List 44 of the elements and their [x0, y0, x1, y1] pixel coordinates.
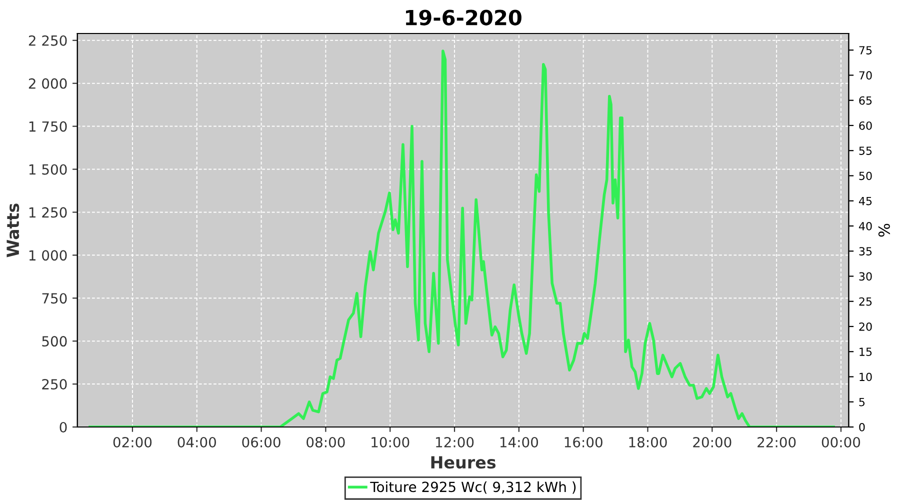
y-tick-label: 500 — [42, 336, 67, 347]
y2-tick-label: 35 — [859, 247, 872, 256]
y2-tick-label: 5 — [859, 398, 865, 406]
y2-tick-label: 75 — [859, 46, 872, 54]
y-axis-title: Watts — [6, 204, 20, 258]
y-tick-label: 250 — [42, 379, 67, 390]
y2-tick-label: 0 — [859, 422, 865, 432]
y-tick-label: 1 500 — [29, 164, 67, 175]
y2-tick-label: 40 — [858, 222, 872, 230]
y2-tick-label: 50 — [859, 172, 872, 180]
y2-tick-label: 30 — [859, 272, 872, 281]
y2-tick-label: 70 — [859, 71, 872, 80]
y2-tick-label: 45 — [858, 196, 872, 206]
y-tick-label: 2 000 — [28, 78, 67, 89]
x-tick-label: 16:00 — [564, 436, 602, 448]
x-tick-label: 06:00 — [242, 436, 280, 448]
x-tick-label: 22:00 — [758, 436, 796, 448]
y2-tick-label: 55 — [859, 146, 872, 155]
x-tick-label: 04:00 — [178, 436, 216, 448]
y2-tick-label: 60 — [859, 121, 872, 130]
y-tick-label: 1 750 — [29, 121, 67, 132]
x-tick-label: 02:00 — [113, 436, 152, 448]
line-series — [88, 50, 835, 427]
x-tick-label: 08:00 — [306, 436, 345, 448]
x-axis-title: Heures — [431, 456, 496, 469]
y-tick-label: 1 000 — [29, 250, 67, 261]
y2-tick-label: 15 — [860, 348, 872, 356]
y2-tick-label: 10 — [860, 372, 872, 382]
y2-axis-title: % — [878, 224, 890, 237]
x-tick-label: 10:00 — [372, 436, 410, 448]
x-tick-label: 18:00 — [629, 436, 667, 448]
chart-title: 19-6-2020 — [406, 10, 522, 26]
y-tick-label: 750 — [42, 293, 67, 304]
y2-tick-label: 25 — [859, 297, 872, 306]
x-tick-label: 00:00 — [822, 436, 860, 448]
y2-tick-label: 20 — [859, 322, 872, 331]
legend-label: Toiture 2925 Wc( 9,312 kWh ) — [370, 481, 576, 494]
x-tick-label: 12:00 — [436, 436, 474, 448]
y-tick-label: 2 250 — [28, 35, 67, 46]
x-tick-label: 14:00 — [500, 436, 538, 448]
y2-tick-label: 65 — [859, 96, 872, 105]
y-tick-label: 0 — [60, 422, 67, 432]
y-tick-label: 1 250 — [29, 207, 67, 218]
x-tick-label: 20:00 — [693, 436, 732, 448]
